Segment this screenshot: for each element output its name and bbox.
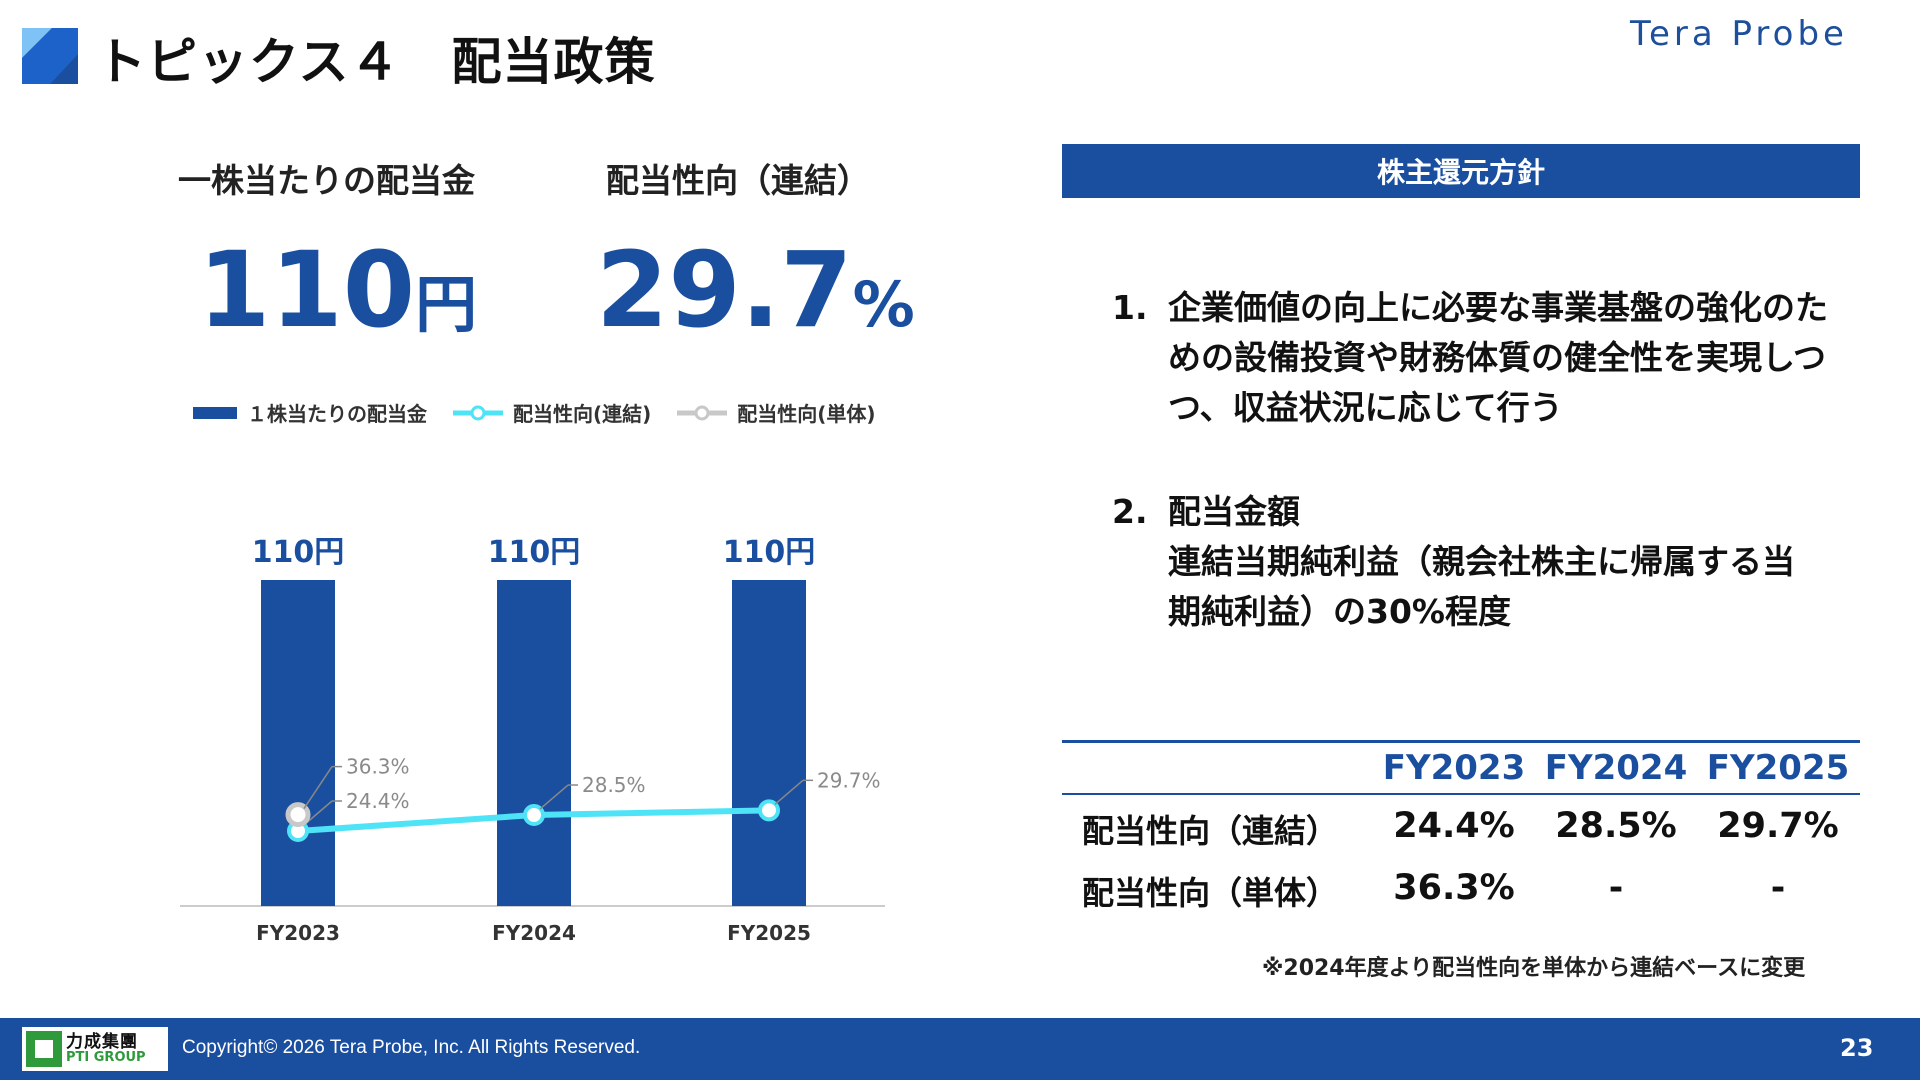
point-consolidated: [758, 799, 780, 822]
point-label-consolidated: 29.7%: [817, 768, 881, 792]
bar-data-label: 110円: [252, 535, 345, 570]
payout-unit: %: [852, 268, 915, 341]
pti-group-zh: 力成集團: [66, 1032, 138, 1052]
table-row-label-consolidated: 配当性向（連結）: [1082, 812, 1339, 850]
x-tick-label: FY2023: [256, 921, 340, 945]
point-label-consolidated: 28.5%: [582, 773, 646, 797]
copyright: Copyright© 2026 Tera Probe, Inc. All Rig…: [182, 1037, 641, 1058]
bar-dps: [497, 580, 571, 906]
footer-bar: [0, 1018, 1920, 1080]
table-row-label-standalone: 配当性向（単体）: [1082, 874, 1339, 912]
legend-line-standalone-swatch: [677, 405, 728, 420]
table-cell: 29.7%: [1717, 806, 1839, 846]
policy-item-2-number: 2.: [1112, 492, 1148, 531]
page-number: 23: [1840, 1034, 1874, 1062]
legend-item-consolidated: 配当性向(連結): [453, 398, 651, 427]
legend-item-standalone: 配当性向(単体): [677, 398, 876, 427]
table-header-fy2025: FY2025: [1706, 748, 1850, 788]
bar-dps: [732, 580, 806, 906]
bar-dps: [261, 580, 335, 906]
dps-label: 一株当たりの配当金: [178, 161, 475, 200]
chart-legend: １株当たりの配当金 配当性向(連結) 配当性向(単体): [193, 398, 876, 427]
point-label-standalone: 36.3%: [346, 755, 410, 779]
policy-header: 株主還元方針: [1062, 144, 1860, 198]
table-cell: 36.3%: [1393, 868, 1515, 908]
legend-line-consolidated-swatch: [453, 405, 503, 420]
table-header-rule: [1062, 793, 1860, 795]
table-note: ※2024年度より配当性向を単体から連結ベースに変更: [1262, 956, 1806, 981]
point-label-consolidated: 24.4%: [346, 789, 410, 813]
payout-number: 29.7: [596, 229, 853, 351]
policy-item-1-text: 企業価値の向上に必要な事業基盤の強化のための設備投資や財務体質の健全性を実現しつ…: [1168, 288, 1828, 427]
policy-item-2-text: 連結当期純利益（親会社株主に帰属する当期純利益）の30%程度: [1168, 542, 1795, 631]
pti-group-en: PTI GROUP: [66, 1050, 146, 1065]
point-standalone: [285, 802, 311, 828]
table-header-fy2023: FY2023: [1382, 748, 1526, 788]
table-cell: -: [1608, 868, 1624, 908]
policy-item-2-title: 配当金額: [1168, 492, 1300, 531]
brand-logo: Tera Probe: [1630, 14, 1848, 54]
pti-mark-icon: [26, 1031, 62, 1067]
table-cell: -: [1770, 868, 1786, 908]
legend-label-consolidated: 配当性向(連結): [513, 402, 652, 426]
x-tick-label: FY2025: [727, 921, 811, 945]
leader-line: [303, 766, 333, 810]
legend-label-standalone: 配当性向(単体): [737, 402, 876, 426]
legend-label-dps: １株当たりの配当金: [247, 402, 427, 426]
leader-line: [539, 784, 569, 810]
dividend-chart: 110円 FY2023 110円 FY2024 110円 FY2025 24.4% 28.5%…: [180, 535, 885, 945]
pti-group-logo: 力成集團 PTI GROUP: [22, 1027, 168, 1071]
payout-value: 29.7%: [596, 238, 915, 342]
table-cell: 28.5%: [1555, 806, 1677, 846]
bar-data-label: 110円: [488, 535, 581, 570]
bar-data-label: 110円: [723, 535, 816, 570]
table-top-rule: [1062, 740, 1860, 743]
leader-line: [774, 779, 804, 805]
legend-bar-swatch: [193, 406, 237, 419]
dps-number: 110: [198, 229, 416, 351]
dps-value: 110円: [198, 238, 477, 342]
title-logo: [22, 28, 78, 84]
table-header-fy2024: FY2024: [1544, 748, 1688, 788]
policy-item-1-number: 1.: [1112, 288, 1148, 327]
legend-item-dps: １株当たりの配当金: [193, 398, 427, 427]
payout-label: 配当性向（連結）: [606, 161, 870, 200]
dps-unit: 円: [415, 268, 478, 341]
page-title: トピックス４ 配当政策: [96, 33, 656, 91]
point-consolidated: [523, 804, 545, 827]
x-tick-label: FY2024: [492, 921, 576, 945]
table-cell: 24.4%: [1393, 806, 1515, 846]
